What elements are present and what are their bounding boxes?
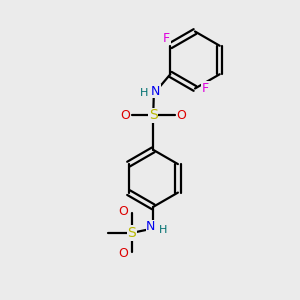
Text: S: S xyxy=(149,108,158,122)
Text: O: O xyxy=(176,109,186,122)
Text: N: N xyxy=(151,85,160,98)
Text: O: O xyxy=(120,109,130,122)
Text: H: H xyxy=(140,88,148,98)
Text: F: F xyxy=(163,32,170,45)
Text: O: O xyxy=(118,248,128,260)
Text: O: O xyxy=(118,206,128,218)
Text: S: S xyxy=(127,226,136,240)
Text: F: F xyxy=(202,82,209,95)
Text: N: N xyxy=(146,220,155,233)
Text: H: H xyxy=(159,225,167,235)
